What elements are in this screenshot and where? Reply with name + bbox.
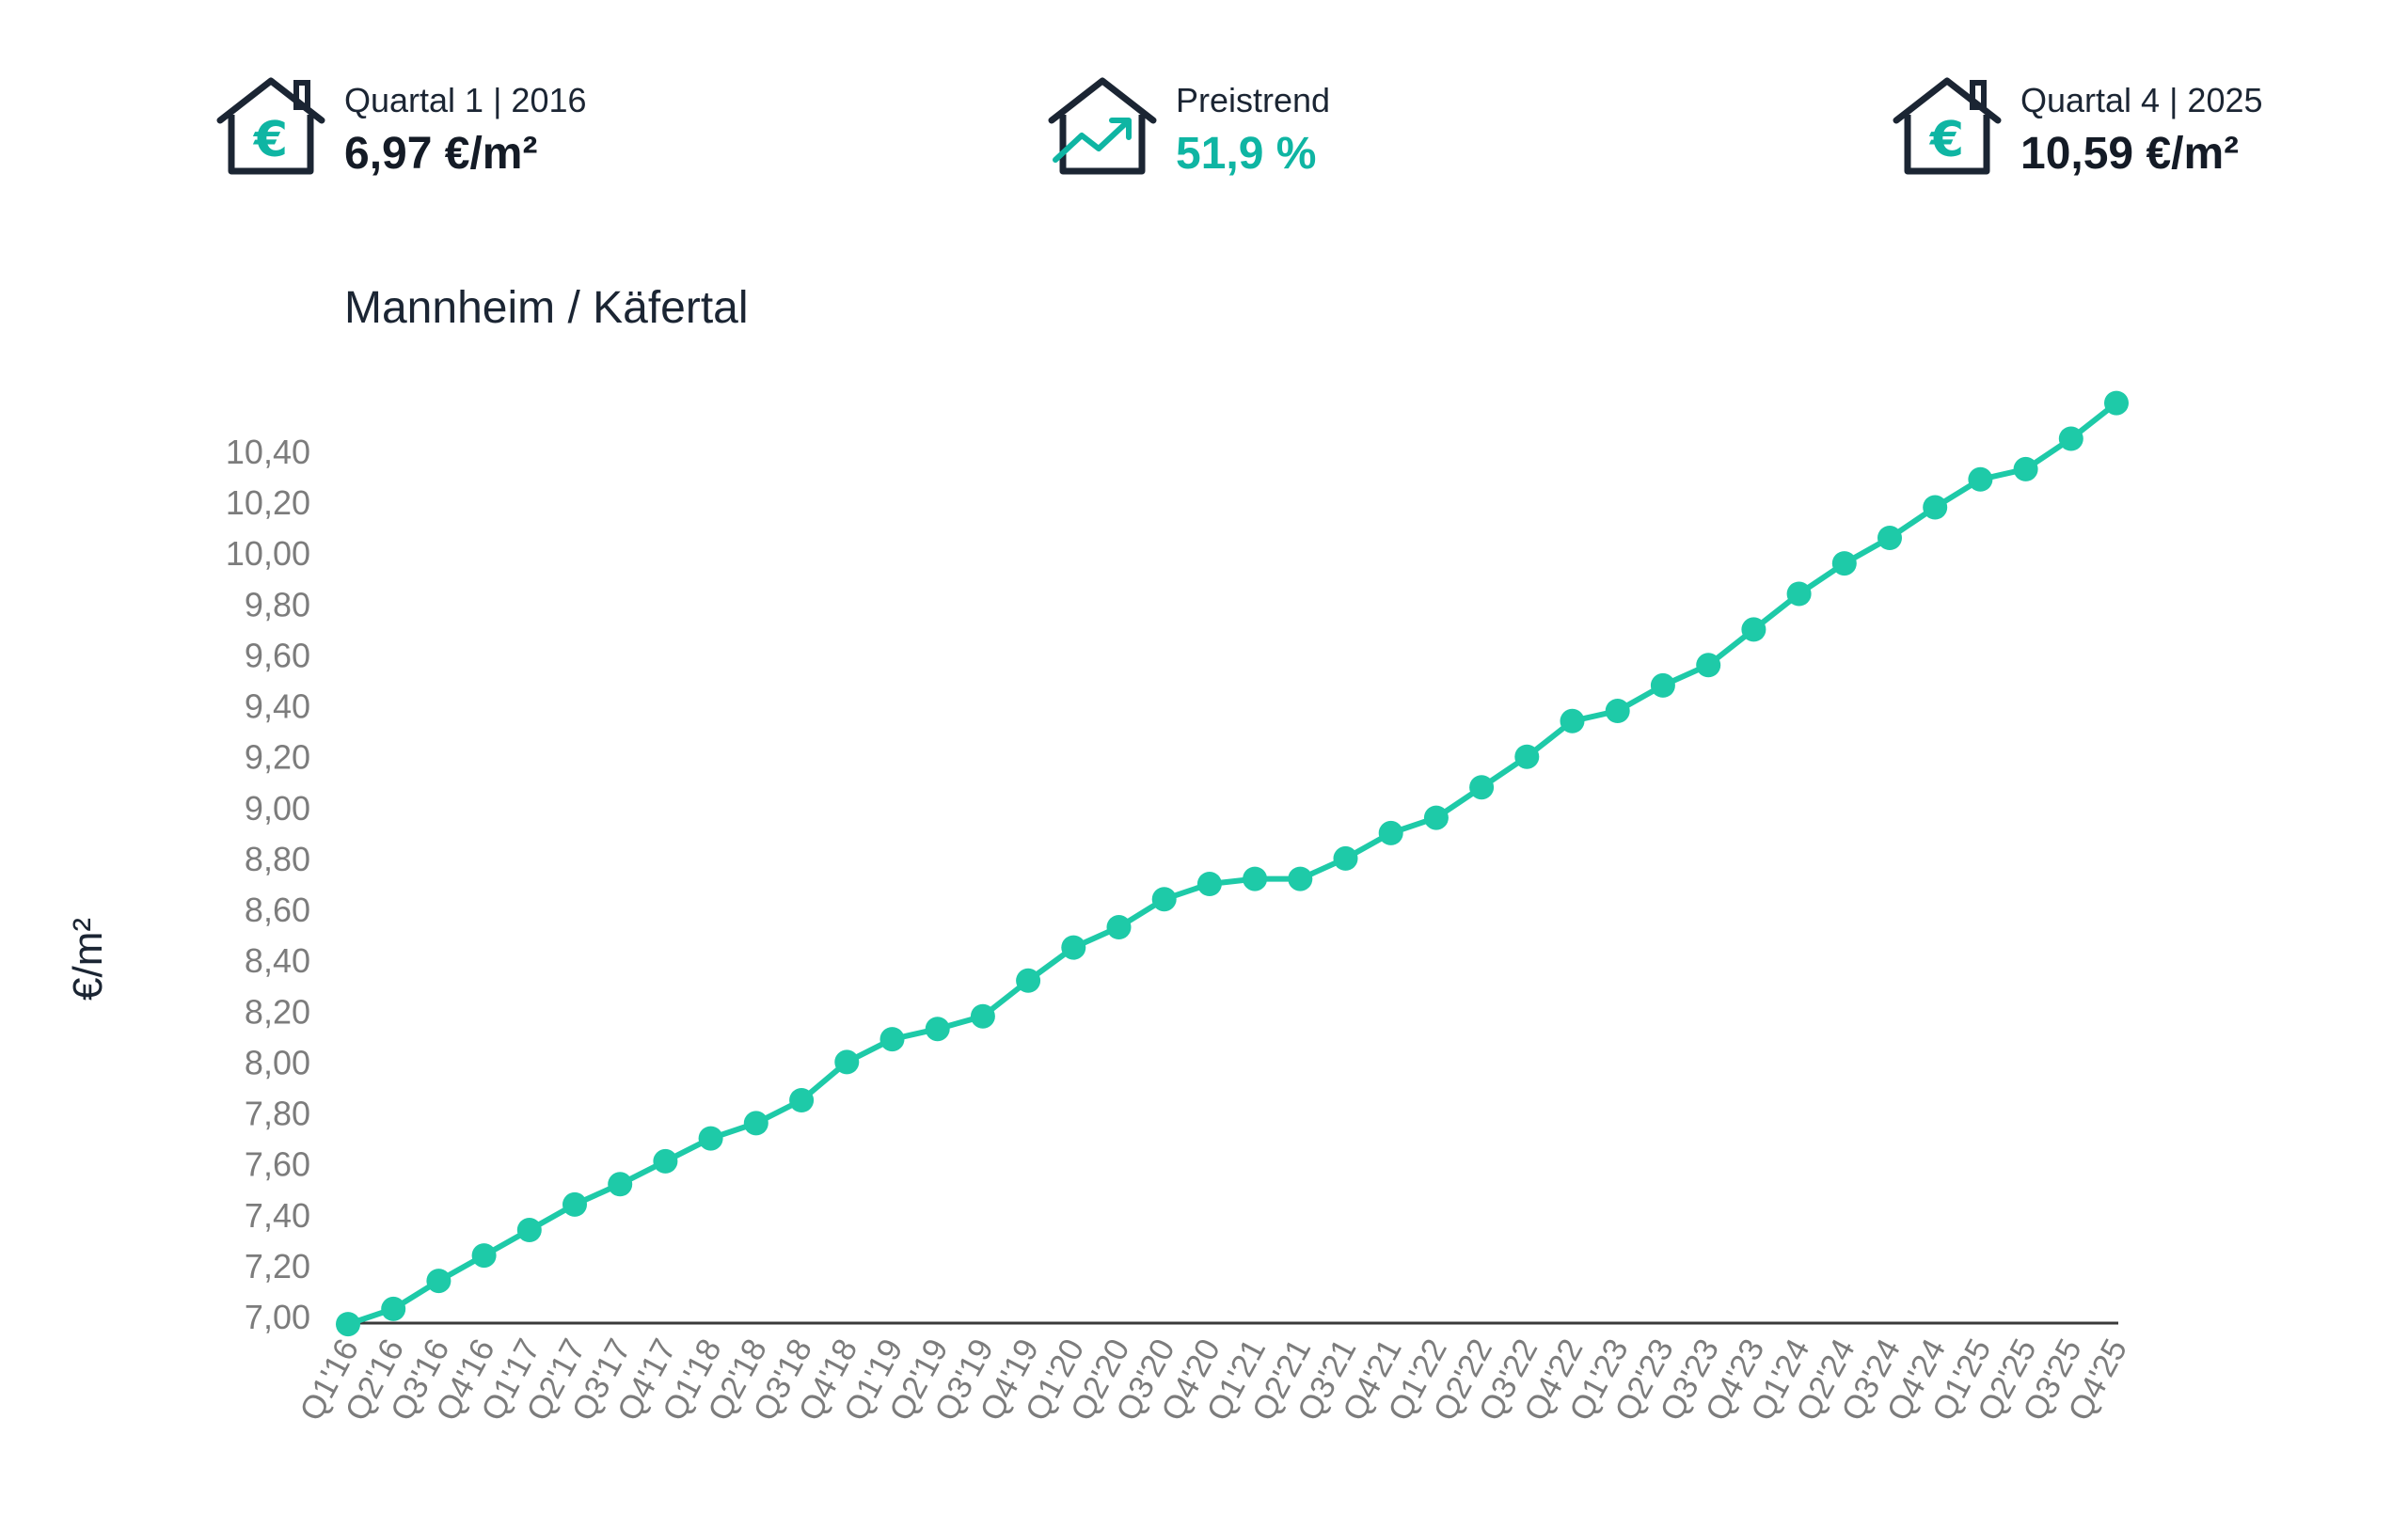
y-tick-label: 8,80 bbox=[245, 840, 310, 878]
data-point bbox=[381, 1296, 406, 1321]
data-point bbox=[516, 1218, 542, 1242]
data-point bbox=[1560, 708, 1585, 733]
house-trend-icon bbox=[1048, 77, 1157, 175]
y-tick-label: 7,00 bbox=[245, 1298, 310, 1336]
svg-text:€: € bbox=[1929, 112, 1964, 168]
data-point bbox=[789, 1088, 815, 1112]
data-point bbox=[1243, 866, 1268, 891]
series-line bbox=[345, 400, 2119, 1328]
y-tick-label: 10,00 bbox=[226, 534, 310, 573]
y-tick-label: 7,60 bbox=[245, 1145, 310, 1184]
chart-title: Mannheim / Käfertal bbox=[344, 283, 749, 333]
y-tick-label: 9,00 bbox=[245, 789, 310, 828]
y-tick-label: 7,20 bbox=[245, 1247, 310, 1285]
data-point bbox=[834, 1049, 860, 1075]
y-tick-label: 7,40 bbox=[245, 1196, 310, 1235]
data-point bbox=[1696, 653, 1721, 678]
data-point bbox=[1877, 526, 1902, 550]
data-point bbox=[1786, 581, 1812, 607]
data-point bbox=[1151, 887, 1177, 912]
y-tick-label: 10,20 bbox=[226, 483, 310, 522]
house-euro-icon: € bbox=[1893, 77, 2002, 175]
data-point bbox=[1016, 968, 1041, 993]
kpi-end-label: Quartal 4 | 2025 bbox=[2020, 81, 2263, 119]
house-euro-icon: € bbox=[216, 77, 325, 175]
data-point bbox=[1605, 699, 1630, 723]
y-tick-label: 10,40 bbox=[226, 433, 310, 471]
data-point bbox=[743, 1111, 768, 1136]
kpi-end-value: 10,59 €/m² bbox=[2020, 129, 2240, 179]
y-tick-label: 9,20 bbox=[245, 738, 310, 777]
data-point bbox=[925, 1017, 950, 1042]
data-point bbox=[970, 1003, 995, 1029]
data-point bbox=[2104, 390, 2129, 416]
x-axis-ticks: Q1'16Q2'16Q3'16Q4'16Q1'17Q2'17Q3'17Q4'17… bbox=[293, 1333, 2134, 1427]
data-point bbox=[1106, 915, 1132, 939]
data-point bbox=[471, 1243, 497, 1269]
data-point bbox=[1196, 872, 1222, 896]
series-points bbox=[336, 390, 2129, 1337]
y-axis-ticks: 7,00 7,20 7,40 7,60 7,80 8,00 8,20 8,40 8,60 8,80… bbox=[226, 433, 310, 1336]
y-axis-label: €/m² bbox=[65, 918, 111, 1001]
data-point bbox=[1650, 672, 1675, 698]
data-point bbox=[426, 1269, 452, 1294]
data-point bbox=[1514, 744, 1540, 769]
data-point bbox=[1923, 495, 1948, 520]
data-point bbox=[1288, 866, 1313, 891]
data-point bbox=[653, 1148, 678, 1174]
data-point bbox=[1831, 551, 1857, 576]
y-tick-label: 9,80 bbox=[245, 585, 310, 623]
kpi-price-trend: Preistrend 51,9 % bbox=[1046, 73, 1516, 186]
kpi-start-value: 6,97 €/m² bbox=[344, 129, 538, 179]
data-point bbox=[1469, 775, 1495, 800]
kpi-start-price: € Quartal 1 | 2016 6,97 €/m² bbox=[214, 73, 685, 186]
data-point bbox=[2058, 426, 2083, 451]
y-tick-label: 8,60 bbox=[245, 891, 310, 929]
data-point bbox=[608, 1172, 633, 1197]
kpi-start-label: Quartal 1 | 2016 bbox=[344, 81, 587, 119]
y-tick-label: 8,40 bbox=[245, 941, 310, 980]
kpi-end-price: € Quartal 4 | 2025 10,59 €/m² bbox=[1891, 73, 2380, 186]
y-tick-label: 9,60 bbox=[245, 636, 310, 674]
data-point bbox=[1061, 935, 1086, 960]
y-tick-label: 7,80 bbox=[245, 1095, 310, 1133]
data-point bbox=[879, 1027, 905, 1052]
data-point bbox=[1423, 805, 1449, 830]
data-point bbox=[562, 1191, 587, 1217]
y-tick-label: 9,40 bbox=[245, 687, 310, 726]
data-point bbox=[1741, 617, 1766, 642]
data-point bbox=[1333, 845, 1358, 871]
data-point bbox=[2013, 456, 2038, 481]
data-point bbox=[336, 1312, 360, 1337]
svg-text:€: € bbox=[253, 112, 288, 168]
data-point bbox=[1378, 820, 1403, 845]
kpi-trend-label: Preistrend bbox=[1176, 81, 1331, 119]
y-tick-label: 8,00 bbox=[245, 1043, 310, 1081]
kpi-trend-value: 51,9 % bbox=[1176, 129, 1317, 179]
y-tick-label: 8,20 bbox=[245, 992, 310, 1031]
data-point bbox=[1968, 466, 1993, 492]
data-point bbox=[698, 1126, 723, 1151]
